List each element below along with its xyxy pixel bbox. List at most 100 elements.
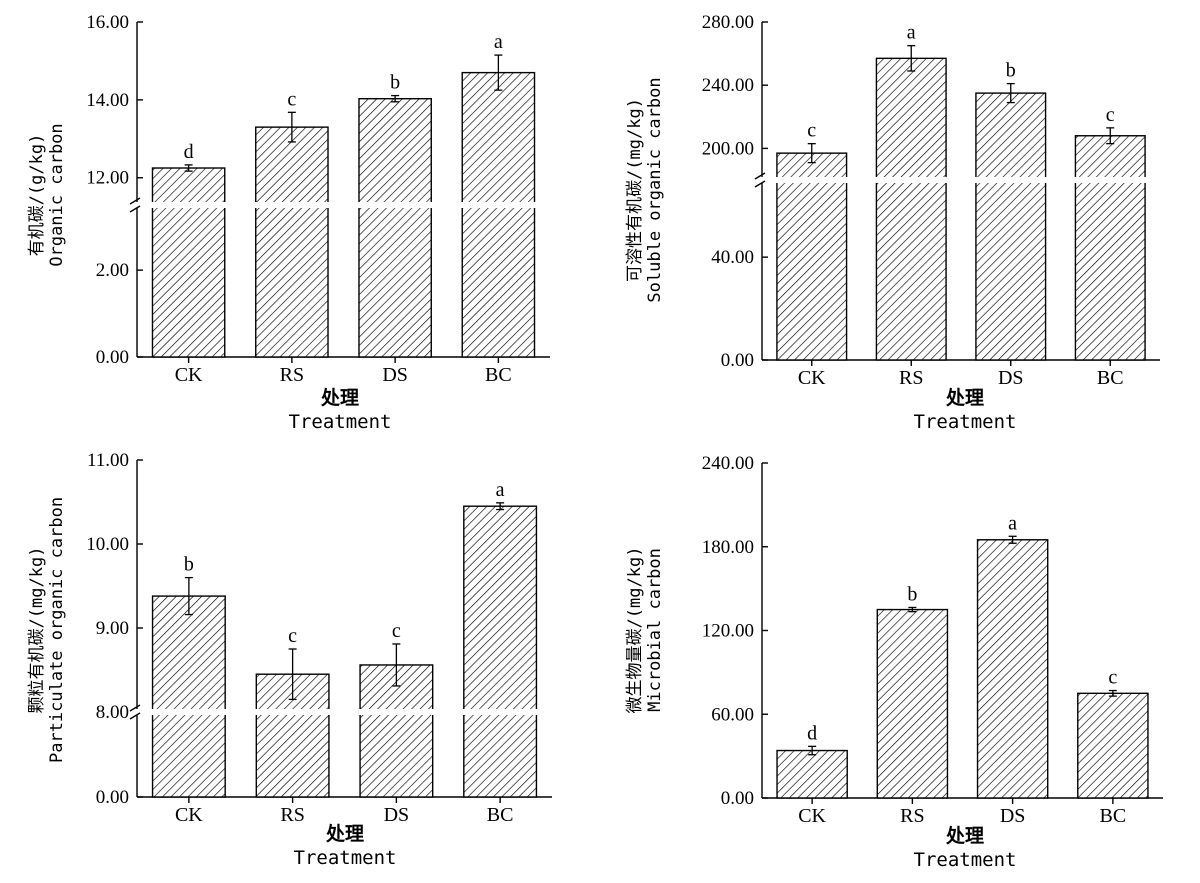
- bar-CK: [151, 595, 226, 798]
- bar-RS: [875, 57, 947, 361]
- bar-BC: [463, 505, 538, 798]
- y-tick-label: 120.00: [702, 621, 754, 642]
- plot-area-soluble-organic-carbon: 0.00 40.00 200.00 240.00 280.00 c CK a RS b DS c BC: [702, 12, 1160, 389]
- bar-BC: [461, 71, 536, 358]
- significance-letter: a: [1008, 512, 1017, 534]
- plot-area-microbial-carbon: 0.00 60.00 120.00 180.00 240.00 d CK b RS a DS c BC: [702, 453, 1163, 827]
- ylabel-cn-soluble-organic-carbon: 可溶性有机碳/(mg/kg): [625, 98, 645, 282]
- bar-DS: [358, 98, 432, 358]
- bar-RS: [876, 608, 949, 799]
- xlabel-en-microbial-carbon: Treatment: [914, 849, 1017, 871]
- ylabel-en-organic-carbon: Organic carbon: [47, 123, 67, 266]
- axis-break-mark: [129, 712, 141, 720]
- y-tick-label: 180.00: [702, 537, 754, 558]
- significance-letter: b: [907, 583, 917, 605]
- axis-break-gap: [138, 709, 552, 715]
- x-tick-label: DS: [1000, 805, 1026, 827]
- y-tick-label: 12.00: [86, 168, 129, 189]
- y-tick-label: 10.00: [86, 534, 129, 555]
- significance-letter: c: [288, 625, 297, 647]
- significance-letter: c: [807, 120, 816, 142]
- xlabel-cn-organic-carbon: 处理: [320, 386, 359, 409]
- ylabel-cn-microbial-carbon: 微生物量碳/(mg/kg): [625, 547, 645, 714]
- bar-DS: [976, 539, 1049, 799]
- bar-DS: [975, 92, 1047, 361]
- x-tick-label: CK: [798, 805, 826, 827]
- xlabel-en-particulate-organic-carbon: Treatment: [294, 847, 397, 869]
- panel-particulate-organic-carbon: 颗粒有机碳/(mg/kg) Particulate organic carbon…: [27, 450, 552, 869]
- y-tick-label: 40.00: [711, 247, 754, 268]
- bar-RS: [255, 126, 329, 358]
- significance-letter: b: [1006, 60, 1016, 82]
- y-tick-label: 2.00: [96, 260, 129, 281]
- axis-break-mark: [129, 197, 141, 205]
- x-tick-label: DS: [382, 364, 408, 386]
- axis-break-gap: [138, 202, 550, 208]
- bar-CK: [776, 749, 848, 799]
- axis-break-mark: [754, 172, 766, 180]
- y-tick-label: 280.00: [702, 12, 754, 33]
- y-tick-label: 240.00: [702, 75, 754, 96]
- significance-letter: c: [1108, 667, 1117, 689]
- y-tick-label: 0.00: [721, 350, 754, 371]
- significance-letter: a: [494, 31, 503, 53]
- xlabel-en-organic-carbon: Treatment: [289, 411, 392, 433]
- significance-letter: b: [184, 554, 194, 576]
- bar-CK: [776, 152, 848, 361]
- y-tick-label: 14.00: [86, 90, 129, 111]
- significance-letter: a: [907, 22, 916, 44]
- axis-break-mark: [129, 704, 141, 712]
- x-tick-label: BC: [487, 804, 514, 826]
- axis-break-mark: [754, 180, 766, 188]
- x-tick-label: RS: [899, 367, 923, 389]
- y-tick-label: 240.00: [702, 453, 754, 474]
- axis-break-mask: [131, 202, 143, 208]
- y-tick-label: 60.00: [711, 704, 754, 725]
- panel-organic-carbon: 有机碳/(g/kg) Organic carbon 0.00 2.00 12.00 1…: [27, 12, 550, 433]
- significance-letter: c: [392, 620, 401, 642]
- axis-break-mask: [131, 709, 143, 715]
- ylabel-cn-organic-carbon: 有机碳/(g/kg): [27, 134, 47, 257]
- x-tick-label: BC: [1097, 367, 1124, 389]
- panel-soluble-organic-carbon: 可溶性有机碳/(mg/kg) Soluble organic carbon 0.…: [625, 12, 1160, 433]
- x-tick-label: BC: [485, 364, 512, 386]
- plot-area-particulate-organic-carbon: 0.00 8.00 9.00 10.00 11.00 b CK c RS c DS a BC: [86, 450, 552, 826]
- x-tick-label: CK: [798, 367, 826, 389]
- ylabel-cn-particulate-organic-carbon: 颗粒有机碳/(mg/kg): [27, 547, 47, 714]
- x-tick-label: RS: [900, 805, 924, 827]
- x-tick-label: RS: [280, 804, 304, 826]
- bar-BC: [1074, 135, 1146, 361]
- y-tick-label: 0.00: [96, 787, 129, 808]
- bar-BC: [1077, 692, 1149, 799]
- x-tick-label: DS: [384, 804, 410, 826]
- significance-letter: a: [496, 479, 505, 501]
- ylabel-en-particulate-organic-carbon: Particulate organic carbon: [47, 497, 67, 763]
- xlabel-cn-soluble-organic-carbon: 处理: [945, 386, 984, 409]
- y-tick-label: 8.00: [96, 702, 129, 723]
- xlabel-cn-microbial-carbon: 处理: [945, 824, 984, 847]
- significance-letter: c: [1106, 104, 1115, 126]
- panel-microbial-carbon: 微生物量碳/(mg/kg) Microbial carbon 0.00 60.00…: [625, 453, 1163, 871]
- ylabel-en-microbial-carbon: Microbial carbon: [645, 548, 665, 712]
- xlabel-en-soluble-organic-carbon: Treatment: [914, 411, 1017, 433]
- y-tick-label: 200.00: [702, 138, 754, 159]
- significance-letter: d: [184, 141, 194, 163]
- y-tick-label: 16.00: [86, 12, 129, 33]
- axis-break-mark: [129, 205, 141, 213]
- y-tick-label: 11.00: [87, 450, 129, 471]
- bar-CK: [151, 167, 226, 358]
- significance-letter: d: [807, 722, 817, 744]
- bar-DS: [359, 664, 434, 798]
- y-tick-label: 9.00: [96, 618, 129, 639]
- x-tick-label: CK: [175, 804, 203, 826]
- axis-break-mask: [756, 177, 768, 183]
- x-tick-label: DS: [998, 367, 1024, 389]
- ylabel-en-soluble-organic-carbon: Soluble organic carbon: [645, 77, 665, 302]
- significance-letter: c: [287, 88, 296, 110]
- plot-area-organic-carbon: 0.00 2.00 12.00 14.00 16.00 d CK c RS b DS a BC: [86, 12, 550, 386]
- y-tick-label: 0.00: [721, 788, 754, 809]
- y-tick-label: 0.00: [96, 347, 129, 368]
- xlabel-cn-particulate-organic-carbon: 处理: [325, 822, 364, 845]
- x-tick-label: RS: [280, 364, 304, 386]
